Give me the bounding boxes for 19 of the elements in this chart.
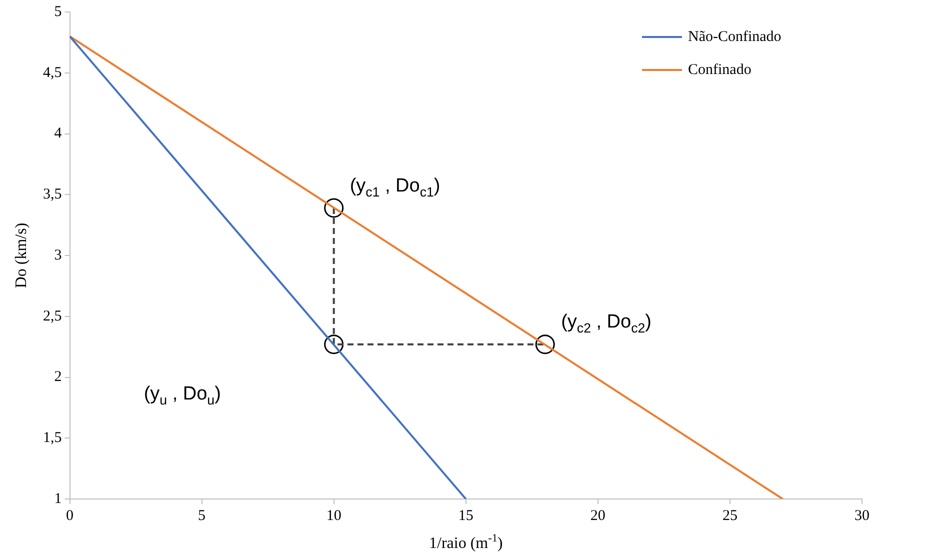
- y-tick-label: 4: [54, 126, 62, 142]
- y-tick-label: 2,5: [43, 308, 62, 324]
- x-tick-label: 25: [722, 508, 738, 524]
- y-tick-label: 3,5: [43, 186, 62, 203]
- y-tick-label: 1,5: [43, 430, 62, 446]
- x-tick-label: 20: [590, 508, 606, 524]
- x-tick-label: 15: [458, 508, 474, 524]
- legend-label: Confinado: [688, 62, 752, 78]
- y-axis-title: Do (km/s): [13, 222, 30, 288]
- y-tick-label: 3: [54, 247, 62, 264]
- y-tick-label: 5: [54, 4, 62, 20]
- y-tick-label: 4,5: [43, 64, 62, 81]
- x-tick-label: 0: [66, 508, 74, 524]
- x-tick-label: 5: [198, 508, 206, 524]
- legend-label: Não-Confinado: [688, 28, 782, 45]
- y-tick-label: 1: [54, 490, 62, 507]
- x-tick-label: 10: [326, 508, 342, 524]
- x-tick-label: 30: [854, 508, 870, 524]
- y-tick-label: 2: [54, 369, 62, 386]
